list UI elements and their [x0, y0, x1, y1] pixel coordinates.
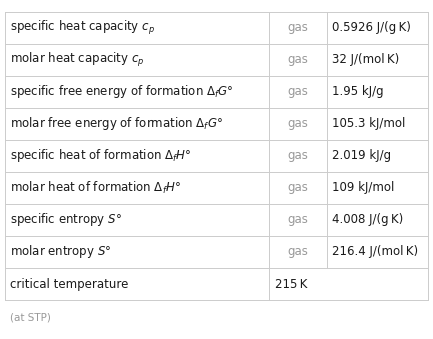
- Text: 216.4 J/(mol K): 216.4 J/(mol K): [332, 245, 418, 259]
- Text: molar free energy of formation $\Delta_f G°$: molar free energy of formation $\Delta_f…: [10, 115, 223, 133]
- Text: specific heat of formation $\Delta_f H°$: specific heat of formation $\Delta_f H°$: [10, 147, 192, 164]
- Text: specific free energy of formation $\Delta_f G°$: specific free energy of formation $\Delt…: [10, 83, 234, 100]
- Text: critical temperature: critical temperature: [10, 278, 129, 291]
- Text: molar heat capacity $c_p$: molar heat capacity $c_p$: [10, 51, 145, 69]
- Text: gas: gas: [288, 53, 309, 66]
- Text: specific entropy $S°$: specific entropy $S°$: [10, 212, 122, 228]
- Text: 1.95 kJ/g: 1.95 kJ/g: [332, 85, 384, 98]
- Text: gas: gas: [288, 117, 309, 131]
- Text: 215 K: 215 K: [275, 278, 307, 291]
- Text: specific heat capacity $c_p$: specific heat capacity $c_p$: [10, 19, 155, 37]
- Text: 105.3 kJ/mol: 105.3 kJ/mol: [332, 117, 405, 131]
- Text: 4.008 J/(g K): 4.008 J/(g K): [332, 214, 404, 226]
- Text: 109 kJ/mol: 109 kJ/mol: [332, 181, 394, 195]
- Text: 2.019 kJ/g: 2.019 kJ/g: [332, 149, 391, 162]
- Text: (at STP): (at STP): [10, 313, 51, 323]
- Text: gas: gas: [288, 181, 309, 195]
- Text: molar entropy $S°$: molar entropy $S°$: [10, 243, 112, 260]
- Text: gas: gas: [288, 245, 309, 259]
- Text: molar heat of formation $\Delta_f H°$: molar heat of formation $\Delta_f H°$: [10, 180, 181, 196]
- Text: 32 J/(mol K): 32 J/(mol K): [332, 53, 399, 66]
- Text: gas: gas: [288, 214, 309, 226]
- Text: gas: gas: [288, 21, 309, 34]
- Text: gas: gas: [288, 149, 309, 162]
- Text: 0.5926 J/(g K): 0.5926 J/(g K): [332, 21, 411, 34]
- Text: gas: gas: [288, 85, 309, 98]
